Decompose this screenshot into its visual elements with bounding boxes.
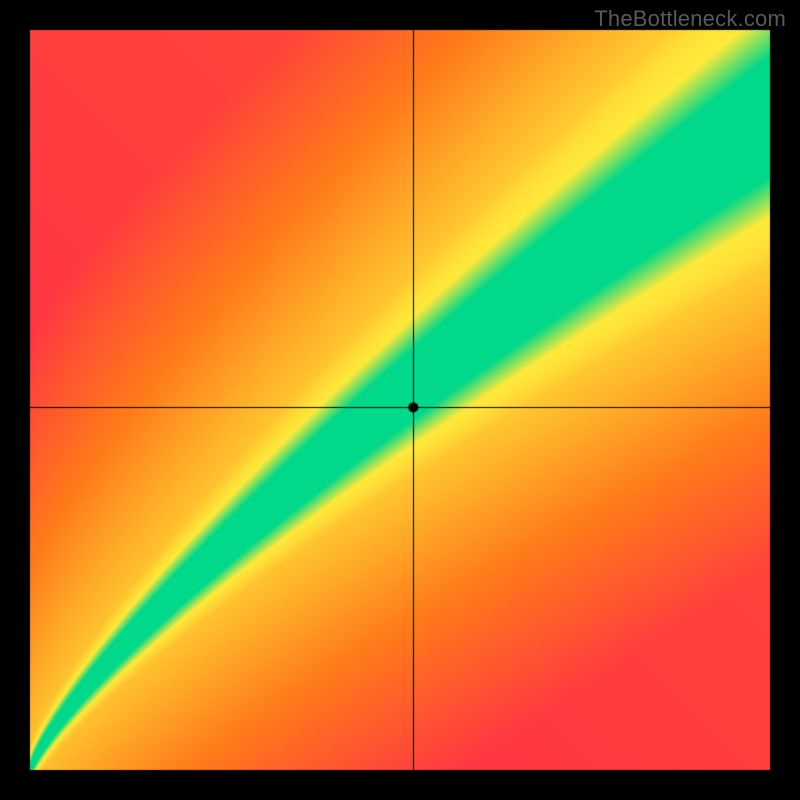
heatmap-canvas [0, 0, 800, 800]
chart-container: TheBottleneck.com [0, 0, 800, 800]
watermark-text: TheBottleneck.com [594, 6, 786, 32]
